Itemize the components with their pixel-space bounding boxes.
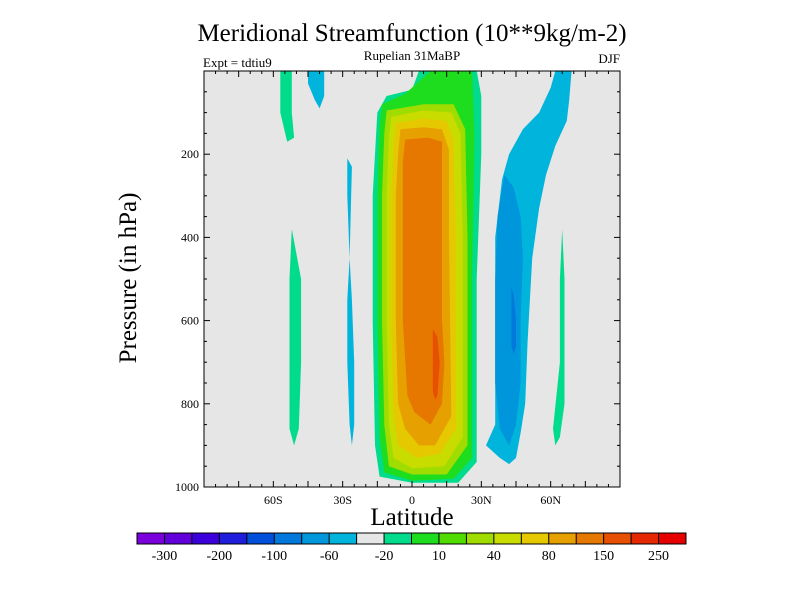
colorbar-swatch <box>438 533 467 544</box>
colorbar-swatch <box>521 533 550 544</box>
chart-subtitle-experiment: Expt = tdtiu9 <box>203 55 272 70</box>
colorbar-label: -20 <box>375 549 394 564</box>
x-tick-label: 0 <box>409 493 415 507</box>
y-tick-label: 1000 <box>175 480 199 494</box>
colorbar-swatch <box>384 533 412 544</box>
colorbar-label: -200 <box>207 549 233 564</box>
x-tick-label: 60N <box>540 493 561 507</box>
colorbar-swatch <box>411 533 440 544</box>
colorbar-swatch <box>493 533 522 544</box>
chart-subtitle-period: Rupelian 31MaBP <box>364 48 460 63</box>
colorbar-swatch <box>548 533 577 544</box>
colorbar-swatch <box>329 533 357 544</box>
x-axis-ticks: 60S 30S 0 30N 60N <box>215 71 609 507</box>
colorbar-swatch <box>246 533 275 544</box>
colorbar-swatch <box>137 533 165 544</box>
colorbar-label: 10 <box>432 549 446 564</box>
y-axis-title: Pressure (in hPa) <box>115 193 142 364</box>
colorbar-swatch <box>191 533 220 544</box>
colorbar-swatch <box>164 533 193 544</box>
colorbar-swatch <box>466 533 495 544</box>
south-positive-upper <box>280 71 295 142</box>
hadley-cell-core <box>432 328 440 400</box>
colorbar-swatch <box>658 533 687 544</box>
y-tick-label: 400 <box>181 230 199 244</box>
chart-title: Meridional Streamfunction (10**9kg/m-2) <box>197 20 626 47</box>
polar-negative-south <box>308 71 325 109</box>
colorbar-label: 40 <box>487 549 501 564</box>
chart-subtitle-season: DJF <box>598 51 620 66</box>
x-tick-label: 30N <box>471 493 492 507</box>
polar-negative-north <box>562 71 572 117</box>
y-tick-label: 200 <box>181 147 199 161</box>
colorbar-swatch <box>631 533 659 544</box>
colorbar-label: 250 <box>648 549 669 564</box>
colorbar-label: -60 <box>320 549 339 564</box>
x-axis-title: Latitude <box>370 504 453 531</box>
south-positive-lower <box>289 229 302 446</box>
colorbar-swatch <box>603 533 632 544</box>
colorbar: -300 -200 -100 -60 -20 10 40 80 150 250 <box>136 532 687 564</box>
x-tick-label: 30S <box>333 493 352 507</box>
contour-fills <box>280 71 572 483</box>
colorbar-swatch <box>274 533 302 544</box>
colorbar-label: 150 <box>593 549 614 564</box>
colorbar-label: 80 <box>542 549 556 564</box>
ferrel-cell-level-2 <box>495 175 523 446</box>
colorbar-swatch <box>356 533 385 544</box>
north-positive-strip <box>553 229 565 446</box>
y-axis-ticks: 200 400 600 800 1000 <box>175 91 620 494</box>
y-tick-label: 800 <box>181 397 199 411</box>
colorbar-swatch <box>301 533 330 544</box>
colorbar-frame <box>136 532 687 545</box>
x-tick-label: 60S <box>264 493 283 507</box>
south-negative-strip <box>347 158 355 446</box>
y-tick-label: 600 <box>181 314 199 328</box>
ferrel-cell-core <box>511 287 516 354</box>
colorbar-label: -300 <box>152 549 178 564</box>
colorbar-label: -100 <box>261 549 287 564</box>
colorbar-swatch <box>219 533 248 544</box>
colorbar-swatch <box>576 533 604 544</box>
